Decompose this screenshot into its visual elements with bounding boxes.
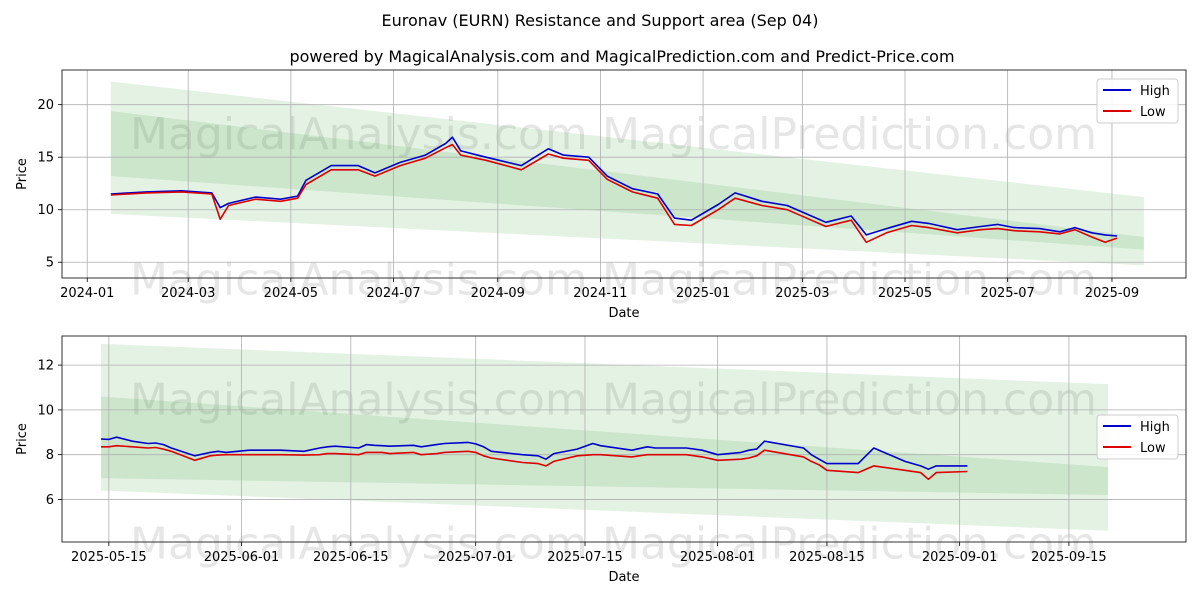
watermark-text: MagicalAnalysis.com: [130, 518, 588, 569]
series-line-low: [110, 143, 1118, 244]
x-tick-label: 2025-06-01: [204, 550, 280, 565]
bottom-chart-panel: MagicalAnalysis.com MagicalPrediction.com…: [15, 335, 1187, 585]
x-tick-label: 2024-01: [60, 286, 114, 301]
watermark-text: MagicalAnalysis.com: [130, 374, 588, 425]
y-tick-label: 6: [46, 493, 54, 508]
y-tick-label: 10: [37, 203, 54, 218]
x-tick-label: 2025-03: [775, 286, 829, 301]
x-tick-label: 2024-11: [573, 286, 627, 301]
legend-label-low: Low: [1140, 441, 1166, 456]
y-axis-label: Price: [15, 158, 30, 190]
x-tick-label: 2025-09-01: [922, 550, 998, 565]
x-tick-label: 2024-07: [366, 286, 420, 301]
plot-frame: [61, 335, 1187, 543]
top-chart-panel: MagicalAnalysis.com MagicalPrediction.com…: [15, 69, 1187, 321]
x-tick-label: 2025-08-15: [789, 550, 865, 565]
legend: High Low: [1096, 78, 1179, 124]
x-tick-label: 2025-07-15: [547, 550, 623, 565]
legend-label-high: High: [1140, 84, 1170, 99]
y-tick-label: 10: [37, 403, 54, 418]
x-tick-label: 2025-07-01: [438, 550, 514, 565]
y-tick-label: 8: [46, 448, 54, 463]
series-line-high: [110, 136, 1118, 237]
x-axis-label: Date: [608, 570, 639, 585]
watermark-text: MagicalAnalysis.com: [130, 109, 588, 160]
x-tick-label: 2025-07: [980, 286, 1034, 301]
y-tick-label: 15: [37, 151, 54, 166]
x-axis-label: Date: [608, 306, 639, 321]
x-tick-label: 2025-05-15: [71, 550, 147, 565]
band-group: [110, 81, 1144, 266]
x-tick-label: 2025-06-15: [313, 550, 389, 565]
support-resistance-band: [110, 110, 1144, 250]
x-tick-label: 2024-05: [264, 286, 318, 301]
x-tick-label: 2025-09-15: [1031, 550, 1107, 565]
x-tick-label: 2025-01: [676, 286, 730, 301]
y-tick-label: 20: [37, 98, 54, 113]
series-group: [100, 436, 968, 481]
y-axis-label: Price: [15, 423, 30, 455]
chart-subtitle: powered by MagicalAnalysis.com and Magic…: [289, 47, 954, 66]
y-tick-label: 12: [37, 359, 54, 374]
legend-label-high: High: [1140, 420, 1170, 435]
y-tick-label: 5: [46, 256, 54, 271]
x-tick-label: 2024-09: [471, 286, 525, 301]
watermark-text: MagicalPrediction.com: [602, 255, 1097, 306]
watermark-text: MagicalPrediction.com: [602, 109, 1097, 160]
watermark-text: MagicalAnalysis.com: [130, 255, 588, 306]
watermark-text: MagicalPrediction.com: [602, 374, 1097, 425]
chart-title: Euronav (EURN) Resistance and Support ar…: [382, 11, 819, 30]
support-resistance-band: [110, 81, 1144, 266]
series-line-low: [101, 444, 968, 481]
x-tick-label: 2025-09: [1085, 286, 1139, 301]
support-resistance-band: [101, 343, 1108, 531]
legend: High Low: [1096, 414, 1179, 460]
plot-frame: [61, 69, 1187, 279]
legend-label-low: Low: [1140, 105, 1166, 120]
x-tick-label: 2025-08-01: [680, 550, 756, 565]
x-tick-label: 2024-03: [161, 286, 215, 301]
band-group: [101, 343, 1108, 531]
watermark-text: MagicalPrediction.com: [602, 518, 1097, 569]
x-tick-label: 2025-05: [878, 286, 932, 301]
series-line-high: [100, 436, 968, 470]
series-group: [110, 136, 1118, 244]
